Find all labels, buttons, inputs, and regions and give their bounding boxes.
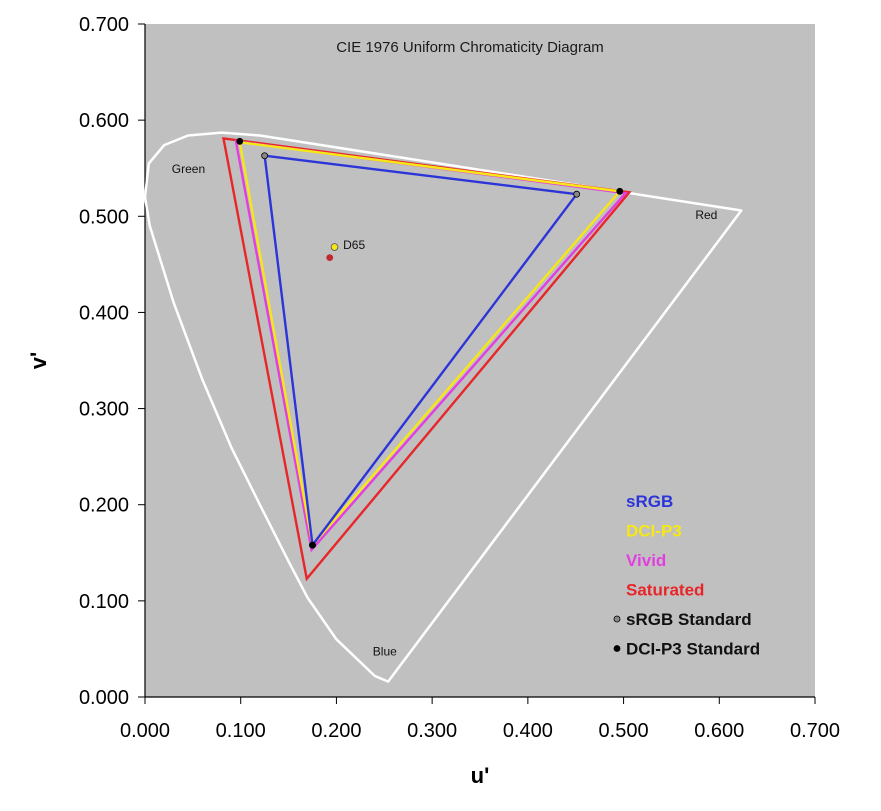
y-tick-label: 0.300 (79, 399, 129, 421)
legend-marker (613, 615, 621, 623)
x-tick-label: 0.200 (311, 720, 361, 742)
gamut-dci-p3 (238, 140, 623, 548)
y-tick-label: 0.200 (79, 495, 129, 517)
region-label-blue: Blue (373, 645, 397, 659)
legend-entry-vivid: Vivid (626, 551, 666, 570)
spectral-locus (143, 131, 743, 683)
white-point (326, 254, 334, 262)
x-tick-label: 0.300 (407, 720, 457, 742)
y-axis-label: v' (26, 352, 51, 369)
x-tick-label: 0.700 (790, 720, 840, 742)
reference-point-dci-p3-standard (616, 187, 624, 195)
x-tick-label: 0.400 (503, 720, 553, 742)
x-tick-label: 0.500 (599, 720, 649, 742)
legend-marker (613, 645, 621, 652)
region-label-d65: D65 (343, 238, 365, 252)
chart-title: CIE 1976 Uniform Chromaticity Diagram (336, 39, 604, 56)
gamut-srgb (263, 154, 579, 549)
y-tick-label: 0.500 (79, 206, 129, 228)
reference-point-srgb-standard (573, 190, 581, 198)
region-label-red: Red (695, 208, 717, 222)
y-tick-label: 0.700 (79, 14, 129, 36)
x-axis-label: u' (471, 763, 490, 788)
legend-entry-dci-p3-standard: DCI-P3 Standard (626, 640, 760, 659)
reference-point-dci-p3-standard (236, 137, 244, 145)
y-tick-label: 0.400 (79, 302, 129, 324)
white-point (330, 243, 339, 251)
plot-area (145, 24, 815, 697)
legend-entry-dci-p3: DCI-P3 (626, 522, 682, 541)
reference-point-dci-p3-standard (309, 541, 316, 549)
x-tick-label: 0.600 (694, 720, 744, 742)
y-tick-label: 0.000 (79, 687, 129, 709)
region-label-green: Green (172, 162, 205, 176)
y-tick-label: 0.600 (79, 110, 129, 132)
legend-entry-srgb: sRGB (626, 492, 673, 511)
legend-entry-srgb-standard: sRGB Standard (626, 610, 752, 629)
x-tick-label: 0.100 (216, 720, 266, 742)
reference-point-srgb-standard (261, 152, 269, 160)
y-tick-label: 0.100 (79, 591, 129, 613)
x-tick-label: 0.000 (120, 720, 170, 742)
legend-entry-saturated: Saturated (626, 581, 704, 600)
